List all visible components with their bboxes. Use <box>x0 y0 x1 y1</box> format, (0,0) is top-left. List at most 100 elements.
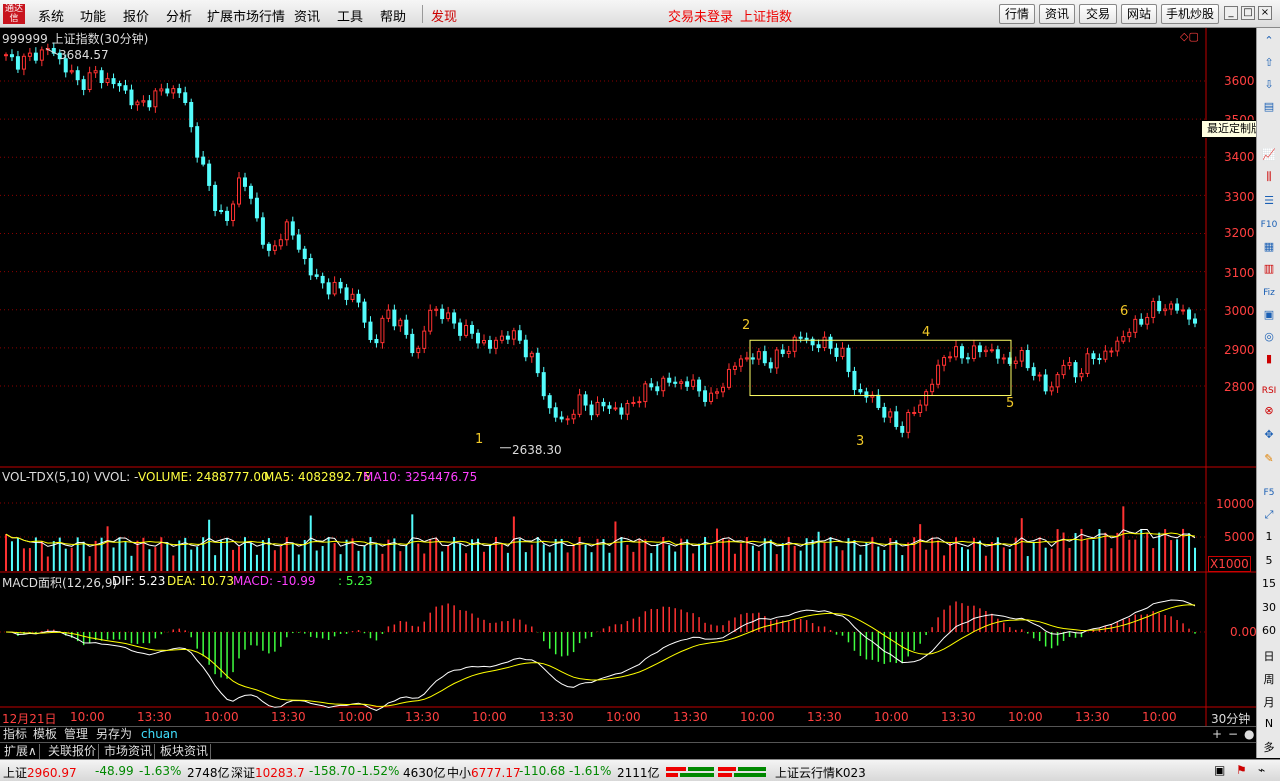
candle-body <box>237 177 242 205</box>
sz-index[interactable]: 深证10283.7 <box>231 764 305 781</box>
volume-bar <box>249 542 252 571</box>
bars-icon[interactable]: ▮ <box>1265 352 1273 365</box>
period-day-button[interactable]: 日 <box>1263 650 1275 663</box>
move-icon[interactable]: ✥ <box>1264 428 1274 441</box>
candle-body <box>942 357 947 366</box>
tab-market-news[interactable]: 市场资讯 <box>102 744 156 759</box>
circle-icon[interactable]: ◎ <box>1264 330 1274 343</box>
tab-chuan[interactable]: chuan <box>141 727 178 741</box>
volume-bar <box>721 538 724 571</box>
line-chart-icon[interactable]: 📈 <box>1262 148 1276 161</box>
menu-analysis[interactable]: 分析 <box>166 10 193 25</box>
list-icon[interactable]: ☰ <box>1264 194 1274 207</box>
volume-bar <box>662 537 665 571</box>
tab-indicator[interactable]: 指标 <box>3 727 28 741</box>
network-icon[interactable]: ⊗ <box>1264 404 1274 417</box>
period-1-button[interactable]: 1 <box>1265 530 1273 543</box>
f10-icon[interactable]: F10 <box>1260 220 1278 230</box>
candle-body <box>111 78 116 85</box>
period-15-button[interactable]: 15 <box>1262 577 1276 590</box>
down-arrow-icon[interactable]: ⇩ <box>1264 78 1274 91</box>
chart-area[interactable]: 999999 上证指数(30分钟) ◇▢ 3684.57 2638.30 1 2… <box>0 28 1257 726</box>
fiz-icon[interactable]: Fiz <box>1263 288 1275 298</box>
grid-icon[interactable]: ▣ <box>1263 308 1275 321</box>
volume-bar <box>94 540 97 571</box>
trade-button[interactable]: 交易 <box>1079 4 1117 24</box>
news-button[interactable]: 资讯 <box>1039 4 1075 24</box>
website-button[interactable]: 网站 <box>1121 4 1157 24</box>
settings-icon[interactable]: ● <box>1244 727 1255 741</box>
menu-news[interactable]: 资讯 <box>294 10 321 25</box>
period-month-button[interactable]: 月 <box>1263 696 1275 709</box>
period-n-button[interactable]: N <box>1264 717 1274 730</box>
pencil-icon[interactable]: ✎ <box>1264 452 1274 465</box>
doc-icon[interactable]: ▦ <box>1263 240 1275 253</box>
menu-separator <box>422 5 423 23</box>
mobile-trading-button[interactable]: 手机炒股 <box>1161 4 1219 24</box>
app-logo[interactable]: 通达信 <box>3 4 25 24</box>
pane-switch-icon[interactable]: ◇▢ <box>1180 30 1199 43</box>
period-30-button[interactable]: 30 <box>1262 601 1276 614</box>
menu-help[interactable]: 帮助 <box>380 10 407 25</box>
candle-body <box>189 101 194 128</box>
layout-icon[interactable]: ▤ <box>1263 100 1275 113</box>
alarm-icon[interactable]: ⚑ <box>1236 763 1247 777</box>
expand-icon[interactable]: ⤢ <box>1264 508 1274 521</box>
tab-sector-news[interactable]: 板块资讯 <box>158 744 212 759</box>
period-label[interactable]: 30分钟 <box>1211 712 1251 726</box>
volume-bar <box>608 552 611 571</box>
candle-body <box>93 70 98 74</box>
trade-status[interactable]: 交易未登录 <box>668 10 734 25</box>
sh-index[interactable]: 上证2960.97 <box>3 764 77 781</box>
candle-body <box>631 402 636 405</box>
network-status-icon[interactable]: ⌁ <box>1258 763 1266 777</box>
menu-tools[interactable]: 工具 <box>337 10 364 25</box>
menu-function[interactable]: 功能 <box>80 10 107 25</box>
period-60-button[interactable]: 60 <box>1262 624 1276 637</box>
tab-template[interactable]: 模板 <box>33 727 58 741</box>
kline-chart[interactable] <box>0 28 1256 726</box>
period-5-button[interactable]: 5 <box>1265 554 1273 567</box>
up-arrow-icon[interactable]: ⇧ <box>1264 56 1274 69</box>
f5-icon[interactable]: F5 <box>1263 488 1275 498</box>
volume-bar <box>46 556 49 571</box>
x-label: 10:00 <box>204 710 239 724</box>
cloud-quotes[interactable]: 上证云行情K023 <box>775 766 866 780</box>
rsi-icon[interactable]: RSI <box>1261 386 1277 396</box>
candle-body <box>834 347 839 357</box>
candle-body <box>392 309 397 327</box>
volume-bar <box>901 555 904 571</box>
menu-discover[interactable]: 发现 <box>431 10 458 25</box>
period-multi-button[interactable]: 多 <box>1263 741 1275 754</box>
tab-save-as[interactable]: 另存为 <box>96 727 133 741</box>
collapse-up-icon[interactable]: ⌃ <box>1264 34 1274 47</box>
main-pane-title: 999999 上证指数(30分钟) <box>2 32 149 46</box>
volume-bar <box>28 548 31 571</box>
candle-body <box>1061 364 1066 376</box>
maximize-icon[interactable]: □ <box>1241 6 1255 20</box>
book-icon[interactable]: ▥ <box>1263 262 1275 275</box>
tray-icon[interactable]: ▣ <box>1214 763 1226 777</box>
volume-bar <box>805 538 808 571</box>
menu-quote[interactable]: 报价 <box>123 10 150 25</box>
tab-manage[interactable]: 管理 <box>64 727 89 741</box>
candle-body <box>135 101 140 106</box>
zoom-out-icon[interactable]: − <box>1228 727 1239 741</box>
candle-body <box>523 339 528 358</box>
volume-bar <box>309 515 312 571</box>
period-week-button[interactable]: 周 <box>1263 673 1275 686</box>
quote-button[interactable]: 行情 <box>999 4 1035 24</box>
minimize-icon[interactable]: _ <box>1224 6 1238 20</box>
zoom-in-icon[interactable]: + <box>1212 727 1223 741</box>
tab-expand[interactable]: 扩展∧ <box>2 744 40 759</box>
volume-bar <box>357 550 360 571</box>
menu-system[interactable]: 系统 <box>38 10 65 25</box>
close-icon[interactable]: × <box>1258 6 1272 20</box>
candle-body <box>977 345 982 353</box>
volume-bar <box>1056 529 1059 571</box>
candle-icon[interactable]: ⫼ <box>1266 170 1272 183</box>
volume-bar <box>477 538 480 571</box>
tab-related-quotes[interactable]: 关联报价 <box>46 744 100 759</box>
zx-index[interactable]: 中小6777.17 <box>447 764 521 781</box>
menu-extended-market[interactable]: 扩展市场行情 <box>207 10 286 25</box>
